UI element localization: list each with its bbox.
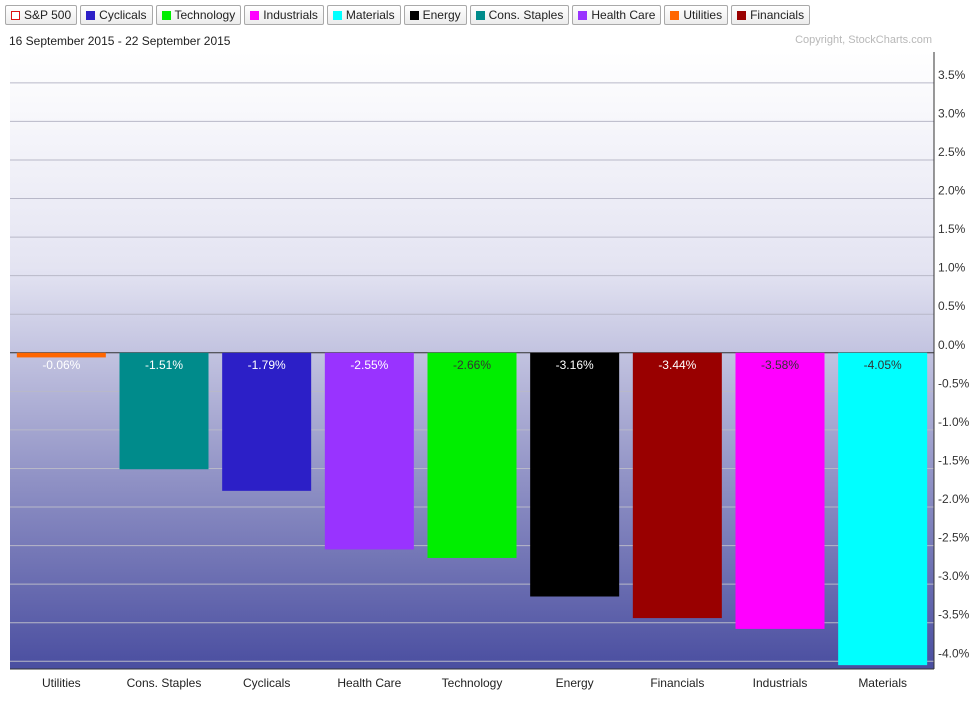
legend-label: Cyclicals [99, 8, 147, 22]
x-tick-label: Industrials [753, 676, 808, 690]
y-tick-label: -3.0% [938, 569, 970, 583]
legend-swatch [161, 10, 171, 20]
x-tick-label: Health Care [337, 676, 401, 690]
y-tick-label: 3.0% [938, 106, 966, 120]
y-tick-label: 2.5% [938, 145, 966, 159]
x-tick-label: Energy [556, 676, 594, 690]
legend-toggle-energy[interactable]: Energy [403, 5, 467, 25]
legend-toggle-cons-staples[interactable]: Cons. Staples [469, 5, 570, 25]
copyright-notice: Copyright, StockCharts.com [795, 34, 932, 46]
legend-label: Materials [345, 8, 395, 22]
value-label: -2.66% [453, 358, 491, 372]
value-label: -3.58% [761, 358, 799, 372]
y-tick-label: 0.5% [938, 299, 966, 313]
legend-bar: S&P 500 Cyclicals Technology Industrials Mat… [5, 4, 811, 26]
axes: 3.5% 3.0% 2.5% 2.0% 1.5% 1.0% 0.5% 0.0% -0.5% -1.… [10, 52, 970, 690]
value-label: -1.51% [145, 358, 183, 372]
bar-cyclicals [222, 352, 312, 491]
value-label: -2.55% [350, 358, 388, 372]
x-tick-label: Utilities [42, 676, 81, 690]
legend-toggle-s-p-500[interactable]: S&P 500 [5, 5, 78, 25]
y-tick-label: 3.5% [938, 68, 966, 82]
x-tick-label: Cyclicals [243, 676, 290, 690]
bar-materials [838, 352, 928, 666]
y-tick-label: 2.0% [938, 184, 966, 198]
bar-energy [530, 352, 620, 597]
legend-label: Technology [174, 8, 236, 22]
y-tick-label: 1.5% [938, 222, 966, 236]
bar-financials [632, 352, 722, 619]
value-label: -4.05% [864, 358, 902, 372]
x-tick-label: Cons. Staples [127, 676, 202, 690]
y-tick-label: -1.0% [938, 415, 970, 429]
bars: -0.06% -1.51% -1.79% -2.55% -2.66% -3.16% -3.4… [16, 352, 928, 666]
legend-toggle-utilities[interactable]: Utilities [664, 5, 729, 25]
legend-toggle-industrials[interactable]: Industrials [244, 5, 324, 25]
legend-swatch [332, 10, 342, 20]
bar-utilities [16, 352, 106, 358]
bar-technology [427, 352, 517, 558]
x-tick-label: Financials [650, 676, 704, 690]
legend-label: S&P 500 [24, 8, 72, 22]
legend-toggle-cyclicals[interactable]: Cyclicals [80, 5, 153, 25]
legend-label: Energy [422, 8, 461, 22]
legend-label: Cons. Staples [488, 8, 564, 22]
y-tick-label: -2.0% [938, 492, 970, 506]
y-tick-label: 0.0% [938, 338, 966, 352]
y-tick-label: -0.5% [938, 376, 970, 390]
value-label: -3.16% [556, 358, 594, 372]
value-label: -3.44% [658, 358, 696, 372]
bar-health-care [324, 352, 414, 550]
legend-label: Utilities [683, 8, 723, 22]
y-tick-label: -1.5% [938, 453, 970, 467]
y-tick-label: 1.0% [938, 261, 966, 275]
x-tick-label: Technology [442, 676, 503, 690]
legend-toggle-technology[interactable]: Technology [155, 5, 242, 25]
legend-toggle-financials[interactable]: Financials [731, 5, 811, 25]
legend-label: Health Care [591, 8, 656, 22]
bar-industrials [735, 352, 825, 629]
legend-swatch [11, 10, 20, 20]
y-tick-label: -2.5% [938, 531, 970, 545]
value-label: -0.06% [42, 358, 80, 372]
date-range: 16 September 2015 - 22 September 2015 [9, 34, 231, 48]
legend-swatch [86, 10, 96, 20]
legend-swatch [737, 10, 747, 20]
legend-toggle-materials[interactable]: Materials [326, 5, 401, 25]
legend-swatch [475, 10, 485, 20]
legend-label: Financials [750, 8, 805, 22]
y-tick-label: -3.5% [938, 608, 970, 622]
legend-label: Industrials [263, 8, 318, 22]
legend-swatch [578, 10, 588, 20]
y-tick-label: -4.0% [938, 646, 970, 660]
legend-swatch [250, 10, 260, 20]
legend-toggle-health-care[interactable]: Health Care [572, 5, 662, 25]
bar-cons-staples [119, 352, 209, 470]
legend-swatch [670, 10, 680, 20]
x-tick-label: Materials [858, 676, 907, 690]
value-label: -1.79% [248, 358, 286, 372]
legend-swatch [409, 10, 419, 20]
